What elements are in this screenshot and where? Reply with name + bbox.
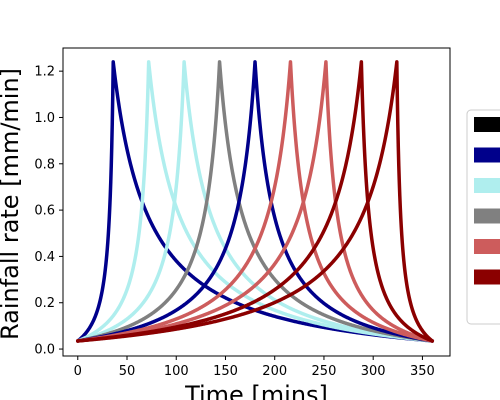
legend-swatch xyxy=(474,269,500,285)
x-tick-label: 350 xyxy=(410,364,435,379)
series-line xyxy=(76,60,435,343)
x-tick-label: 300 xyxy=(361,364,386,379)
series-line xyxy=(76,60,435,343)
series-line xyxy=(76,60,435,343)
plot-frame xyxy=(62,47,451,357)
x-tick-label: 200 xyxy=(262,364,287,379)
x-tick-label: 250 xyxy=(312,364,337,379)
y-tick-label: 0.8 xyxy=(34,157,55,172)
x-tick-label: 0 xyxy=(74,364,82,379)
x-axis-ticks: 0 50 100 150 200 250 300 350 xyxy=(74,356,435,379)
x-tick-label: 50 xyxy=(119,364,136,379)
series-line xyxy=(76,60,435,343)
series-line xyxy=(76,60,435,343)
series-line xyxy=(76,60,435,343)
legend-swatch xyxy=(474,178,500,193)
x-tick-label: 100 xyxy=(164,364,189,379)
y-tick-label: 0.6 xyxy=(34,204,55,219)
legend-swatch xyxy=(474,117,500,132)
x-tick-label: 150 xyxy=(213,364,238,379)
series-lines xyxy=(76,60,435,343)
y-tick-label: 1.2 xyxy=(34,65,55,80)
legend-swatch xyxy=(474,239,500,254)
legend-swatch xyxy=(474,147,500,163)
series-line xyxy=(76,60,435,343)
y-axis-ticks: 0.0 0.2 0.4 0.6 0.8 1.0 1.2 xyxy=(34,65,63,358)
series-line xyxy=(76,60,435,343)
x-axis-title: Time [mins] xyxy=(184,381,328,400)
y-tick-label: 1.0 xyxy=(34,111,55,126)
legend xyxy=(466,109,500,325)
y-tick-label: 0.2 xyxy=(34,296,55,311)
legend-swatch xyxy=(474,208,500,224)
y-tick-label: 0.0 xyxy=(34,343,55,358)
series-line xyxy=(76,60,435,343)
y-axis-title: Rainfall rate [mm/min] xyxy=(0,68,24,340)
y-tick-label: 0.4 xyxy=(34,250,55,265)
